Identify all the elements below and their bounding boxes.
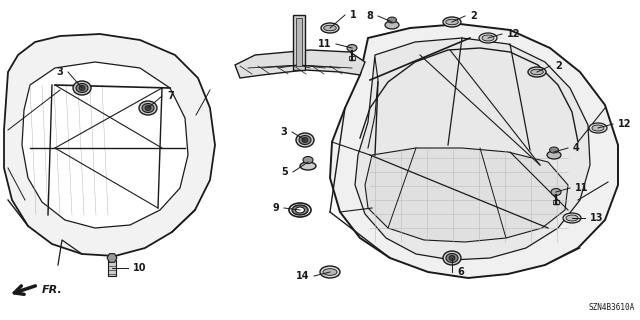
Ellipse shape: [302, 138, 308, 142]
Text: 6: 6: [457, 267, 464, 277]
Ellipse shape: [139, 101, 157, 115]
Ellipse shape: [443, 251, 461, 265]
Ellipse shape: [479, 33, 497, 43]
Text: SZN4B3610A: SZN4B3610A: [589, 303, 635, 312]
Polygon shape: [4, 34, 215, 256]
Ellipse shape: [589, 123, 607, 133]
Text: 2: 2: [470, 11, 477, 21]
Polygon shape: [22, 62, 188, 228]
Text: FR.: FR.: [42, 285, 63, 295]
Ellipse shape: [563, 213, 581, 223]
Ellipse shape: [296, 207, 305, 213]
Polygon shape: [235, 50, 365, 78]
Text: 8: 8: [366, 11, 373, 21]
Ellipse shape: [449, 255, 455, 260]
Ellipse shape: [551, 188, 561, 196]
Ellipse shape: [387, 17, 397, 23]
Text: 5: 5: [281, 167, 288, 177]
Ellipse shape: [443, 17, 461, 27]
Bar: [293, 15, 305, 70]
Ellipse shape: [79, 85, 85, 91]
Ellipse shape: [299, 135, 311, 145]
Text: 2: 2: [555, 61, 562, 71]
Ellipse shape: [296, 133, 314, 147]
Text: 10: 10: [133, 263, 147, 273]
Text: 11: 11: [575, 183, 589, 193]
Ellipse shape: [292, 205, 308, 215]
Ellipse shape: [482, 35, 494, 41]
Text: 7: 7: [167, 91, 173, 101]
Text: 14: 14: [296, 271, 309, 281]
Text: 3: 3: [56, 67, 63, 77]
Text: 4: 4: [573, 143, 580, 153]
Ellipse shape: [531, 69, 543, 75]
Ellipse shape: [445, 19, 458, 25]
Ellipse shape: [300, 162, 316, 170]
Ellipse shape: [321, 23, 339, 33]
Polygon shape: [365, 148, 568, 242]
Text: 9: 9: [272, 203, 279, 213]
Polygon shape: [330, 24, 618, 278]
Ellipse shape: [145, 106, 151, 110]
Ellipse shape: [303, 156, 313, 164]
Ellipse shape: [547, 151, 561, 159]
Text: 12: 12: [618, 119, 632, 129]
Ellipse shape: [73, 81, 91, 95]
Text: 11: 11: [317, 39, 331, 49]
Ellipse shape: [142, 103, 154, 113]
Ellipse shape: [528, 67, 546, 77]
Ellipse shape: [320, 266, 340, 278]
Ellipse shape: [385, 21, 399, 29]
Ellipse shape: [592, 125, 604, 131]
Ellipse shape: [76, 84, 88, 92]
Ellipse shape: [347, 44, 357, 52]
Ellipse shape: [323, 269, 337, 275]
Polygon shape: [107, 254, 117, 262]
Ellipse shape: [289, 203, 311, 217]
Bar: [108, 260, 116, 276]
Text: 3: 3: [280, 127, 287, 137]
Ellipse shape: [566, 215, 578, 221]
Text: 12: 12: [507, 29, 520, 39]
Text: 1: 1: [350, 10, 356, 20]
Polygon shape: [355, 38, 590, 260]
Text: 13: 13: [590, 213, 604, 223]
Ellipse shape: [550, 147, 559, 153]
Ellipse shape: [324, 25, 336, 31]
Bar: [296, 18, 302, 66]
Ellipse shape: [446, 253, 458, 262]
